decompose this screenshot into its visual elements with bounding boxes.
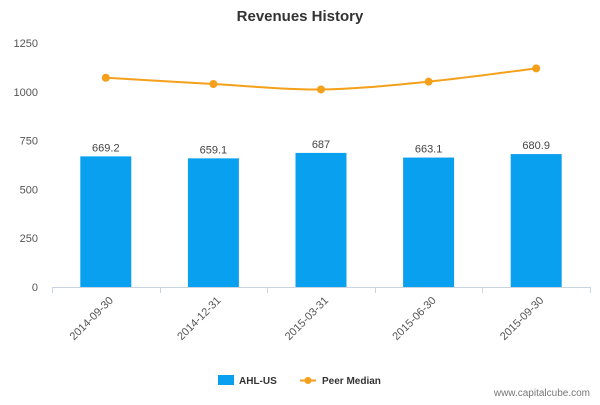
y-tick-label: 250 <box>20 233 38 245</box>
legend-line-label: Peer Median <box>322 376 381 387</box>
peer-median-point[interactable] <box>209 79 218 88</box>
legend-bar-swatch <box>218 375 234 385</box>
peer-median-point[interactable] <box>532 64 541 73</box>
bar-data-label: 687 <box>312 139 330 151</box>
bar-data-label: 663.1 <box>415 144 443 156</box>
y-tick-label: 500 <box>20 184 38 196</box>
bar-series <box>80 152 562 287</box>
y-tick-label: 1250 <box>14 38 38 50</box>
y-tick-label: 750 <box>20 136 38 148</box>
bar-data-label: 680.9 <box>522 140 550 152</box>
bar[interactable] <box>187 158 239 287</box>
watermark-text[interactable]: www.capitalcube.com <box>493 388 590 399</box>
x-tick-label: 2015-03-31 <box>283 295 331 343</box>
bar-data-label: 659.1 <box>200 144 228 156</box>
legend-item-bar[interactable]: AHL-US <box>218 375 277 387</box>
legend-item-line[interactable]: Peer Median <box>300 376 381 387</box>
bar[interactable] <box>295 152 347 287</box>
bar[interactable] <box>80 156 132 287</box>
peer-median-series <box>101 64 541 94</box>
y-tick-label: 0 <box>32 282 38 294</box>
legend-line-marker <box>304 377 312 384</box>
x-tick-label: 2014-09-30 <box>68 295 116 343</box>
legend: AHL-US Peer Median <box>218 375 381 387</box>
peer-median-point[interactable] <box>424 77 433 86</box>
peer-median-point[interactable] <box>317 85 325 94</box>
y-tick-label: 1000 <box>14 87 38 99</box>
legend-bar-label: AHL-US <box>239 376 277 387</box>
y-axis: 0 250 500 750 1000 1250 <box>14 38 38 294</box>
x-tick-label: 2015-09-30 <box>498 295 546 343</box>
chart-title: Revenues History <box>237 8 364 25</box>
bar-data-labels: 669.2 659.1 687 663.1 680.9 <box>92 139 550 156</box>
bar-data-label: 669.2 <box>92 142 120 154</box>
bar[interactable] <box>510 154 562 287</box>
bar[interactable] <box>403 157 455 287</box>
x-axis: 2014-09-30 2014-12-31 2015-03-31 2015-06-30… <box>52 287 591 343</box>
x-tick-label: 2015-06-30 <box>390 295 438 343</box>
x-tick-label: 2014-12-31 <box>175 295 223 343</box>
peer-median-point[interactable] <box>101 73 110 82</box>
